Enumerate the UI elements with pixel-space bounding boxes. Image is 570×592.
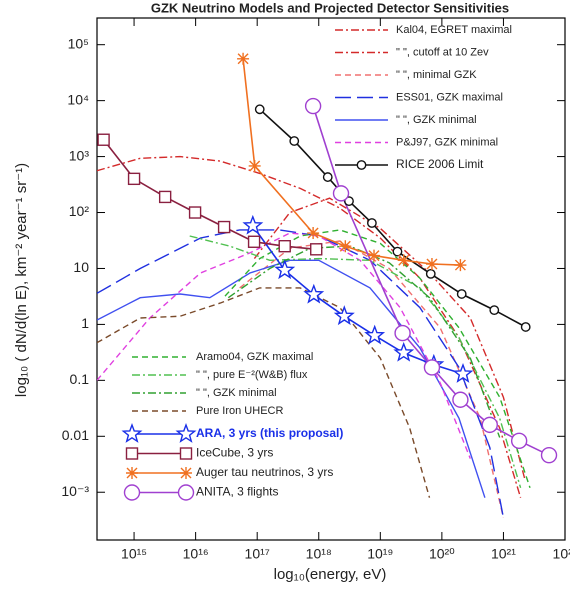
- legend-label: " ", GZK minimal: [396, 114, 477, 126]
- legend-label: IceCube, 3 yrs: [196, 446, 273, 460]
- data-point: [242, 214, 264, 235]
- legend-label: " ", minimal GZK: [396, 69, 477, 81]
- series-line: [189, 235, 522, 489]
- series-line: [97, 229, 505, 518]
- x-tick-label: 10¹⁶: [183, 546, 209, 562]
- data-point: [307, 227, 320, 240]
- data-point: [217, 220, 231, 234]
- y-tick-label: 10⁵: [68, 35, 89, 51]
- chart-title: GZK Neutrino Models and Projected Detect…: [151, 0, 509, 15]
- y-tick-label: 10⁴: [67, 91, 89, 107]
- legend-label: Aramo04, GZK maximal: [196, 351, 313, 363]
- legend-marker: [125, 447, 139, 460]
- x-tick-label: 10¹⁵: [121, 546, 147, 562]
- data-point: [278, 239, 291, 253]
- data-point: [97, 133, 110, 146]
- data-point: [452, 363, 474, 383]
- data-point: [394, 324, 411, 342]
- data-point: [322, 172, 333, 182]
- legend-marker: [123, 484, 141, 501]
- data-point: [333, 305, 355, 326]
- data-point: [540, 446, 558, 464]
- legend-label: ARA, 3 yrs (this proposal): [196, 426, 343, 440]
- x-tick-label: 10²⁰: [429, 546, 455, 562]
- legend-label: RICE 2006 Limit: [396, 157, 484, 171]
- legend-label: Pure Iron UHECR: [196, 405, 283, 417]
- legend-marker: [175, 422, 197, 443]
- series-line: [97, 287, 431, 498]
- data-point: [188, 206, 202, 219]
- data-point: [364, 324, 386, 345]
- plot-area: [97, 58, 550, 518]
- data-point: [274, 259, 296, 280]
- data-point: [339, 240, 352, 253]
- data-point: [510, 432, 528, 450]
- y-tick-label: 10²: [69, 203, 90, 219]
- legend-label: Kal04, EGRET maximal: [396, 24, 512, 36]
- y-tick-label: 10³: [69, 147, 90, 163]
- data-point: [520, 322, 531, 332]
- data-point: [393, 341, 415, 362]
- legend-label: P&J97, GZK minimal: [396, 136, 498, 148]
- data-point: [456, 289, 467, 299]
- legend-marker: [121, 422, 143, 443]
- series-line: [224, 229, 531, 489]
- series-line: [97, 155, 522, 498]
- data-point: [425, 268, 436, 279]
- x-tick-label: 10¹⁸: [306, 546, 332, 562]
- legend-marker: [126, 467, 138, 479]
- data-point: [368, 249, 381, 262]
- data-point: [489, 305, 500, 316]
- series-line: [253, 197, 526, 479]
- legend-label: " ", pure E⁻²(W&B) flux: [196, 369, 308, 381]
- legend-label: Auger tau neutrinos, 3 yrs: [196, 465, 333, 479]
- legend-label: " ", GZK minimal: [196, 387, 277, 399]
- series-line: [227, 245, 501, 438]
- data-point: [310, 243, 323, 256]
- y-axis-label: log₁₀ ( dN/d(ln E), km⁻² year⁻¹ sr⁻¹): [13, 163, 30, 397]
- legend-label: " ", cutoff at 10 Zev: [396, 46, 489, 58]
- data-point: [247, 235, 261, 248]
- x-tick-label: 10²¹: [491, 546, 516, 562]
- legend-marker: [356, 160, 367, 170]
- y-tick-label: 1: [81, 315, 89, 331]
- data-point: [397, 254, 410, 267]
- y-tick-label: 0.1: [70, 371, 90, 387]
- data-point: [454, 259, 467, 272]
- data-point: [452, 391, 469, 408]
- x-tick-label: 10²²: [553, 546, 570, 562]
- plot-frame: [96, 17, 566, 541]
- y-tick-label: 10⁻³: [61, 483, 89, 499]
- data-point: [127, 172, 141, 186]
- series-line: [102, 139, 317, 251]
- series-line: [259, 108, 527, 328]
- data-point: [158, 190, 172, 204]
- series-line: [97, 232, 471, 459]
- data-point: [481, 416, 498, 434]
- data-point: [332, 185, 350, 202]
- data-point: [289, 136, 300, 146]
- data-point: [237, 52, 250, 65]
- data-point: [254, 104, 265, 115]
- data-point: [425, 258, 438, 271]
- data-point: [304, 97, 322, 115]
- x-tick-label: 10¹⁷: [245, 546, 270, 562]
- data-point: [423, 359, 441, 376]
- data-point: [366, 218, 377, 228]
- x-tick-label: 10¹⁹: [367, 546, 393, 562]
- data-point: [248, 159, 261, 172]
- legend-marker: [179, 447, 193, 460]
- legend-label: ESS01, GZK maximal: [396, 91, 503, 103]
- legend-label: ANITA, 3 flights: [196, 485, 278, 499]
- data-point: [392, 246, 403, 257]
- y-tick-label: 0.01: [62, 427, 89, 443]
- legend-marker: [177, 484, 195, 501]
- legend-marker: [180, 467, 192, 479]
- x-axis-label: log₁₀(energy, eV): [274, 566, 387, 583]
- data-point: [303, 283, 325, 304]
- y-tick-label: 10: [73, 259, 89, 275]
